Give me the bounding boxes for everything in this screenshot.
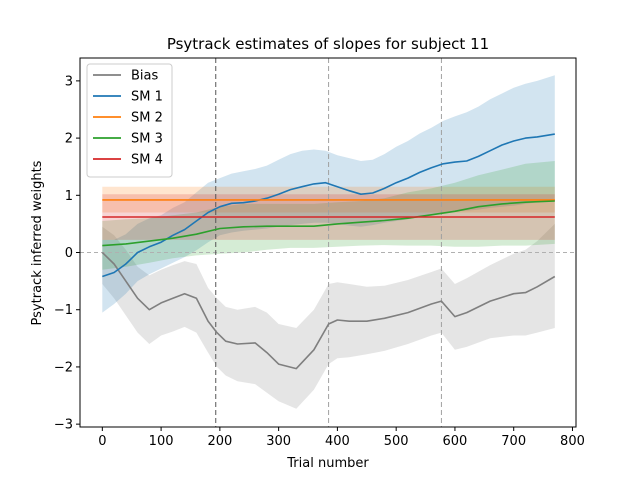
x-tick-label: 600 <box>443 434 468 449</box>
y-tick-label: −1 <box>54 303 73 318</box>
x-axis-label: Trial number <box>286 456 369 471</box>
y-tick-label: −2 <box>54 360 73 375</box>
y-tick-label: 1 <box>65 189 73 204</box>
x-tick-label: 700 <box>501 434 526 449</box>
series-line-sm-1 <box>102 133 555 278</box>
series-line-bias <box>101 251 556 370</box>
plot-area <box>80 58 576 427</box>
y-tick-label: 0 <box>65 246 73 261</box>
x-tick-label: 800 <box>560 434 585 449</box>
y-tick-label: −3 <box>54 418 73 433</box>
series-line-sm-3 <box>102 200 555 247</box>
x-tick-label: 300 <box>266 434 291 449</box>
legend-label: SM 2 <box>131 111 163 126</box>
x-tick-label: 500 <box>384 434 409 449</box>
y-tick-label: 2 <box>65 132 73 147</box>
x-tick-label: 400 <box>325 434 350 449</box>
y-axis-label: Psytrack inferred weights <box>30 160 45 325</box>
plot-frame <box>79 57 577 428</box>
legend-label: SM 3 <box>131 132 163 147</box>
legend-box <box>86 63 173 178</box>
x-tick-label: 200 <box>207 434 232 449</box>
legend: Bias SM 1 SM 2 SM 3 SM 4 <box>86 63 173 178</box>
legend-label: SM 4 <box>131 153 163 168</box>
x-tick-label: 100 <box>149 434 174 449</box>
x-tick-label: 0 <box>98 434 106 449</box>
y-tick-label: 3 <box>65 74 73 89</box>
chart-title: Psytrack estimates of slopes for subject… <box>167 35 489 53</box>
legend-label: SM 1 <box>131 90 163 105</box>
legend-label: Bias <box>131 69 158 84</box>
axes: 0 100 200 300 400 500 600 700 800 −3 −2 −1 0 1 2 3 <box>54 57 585 449</box>
